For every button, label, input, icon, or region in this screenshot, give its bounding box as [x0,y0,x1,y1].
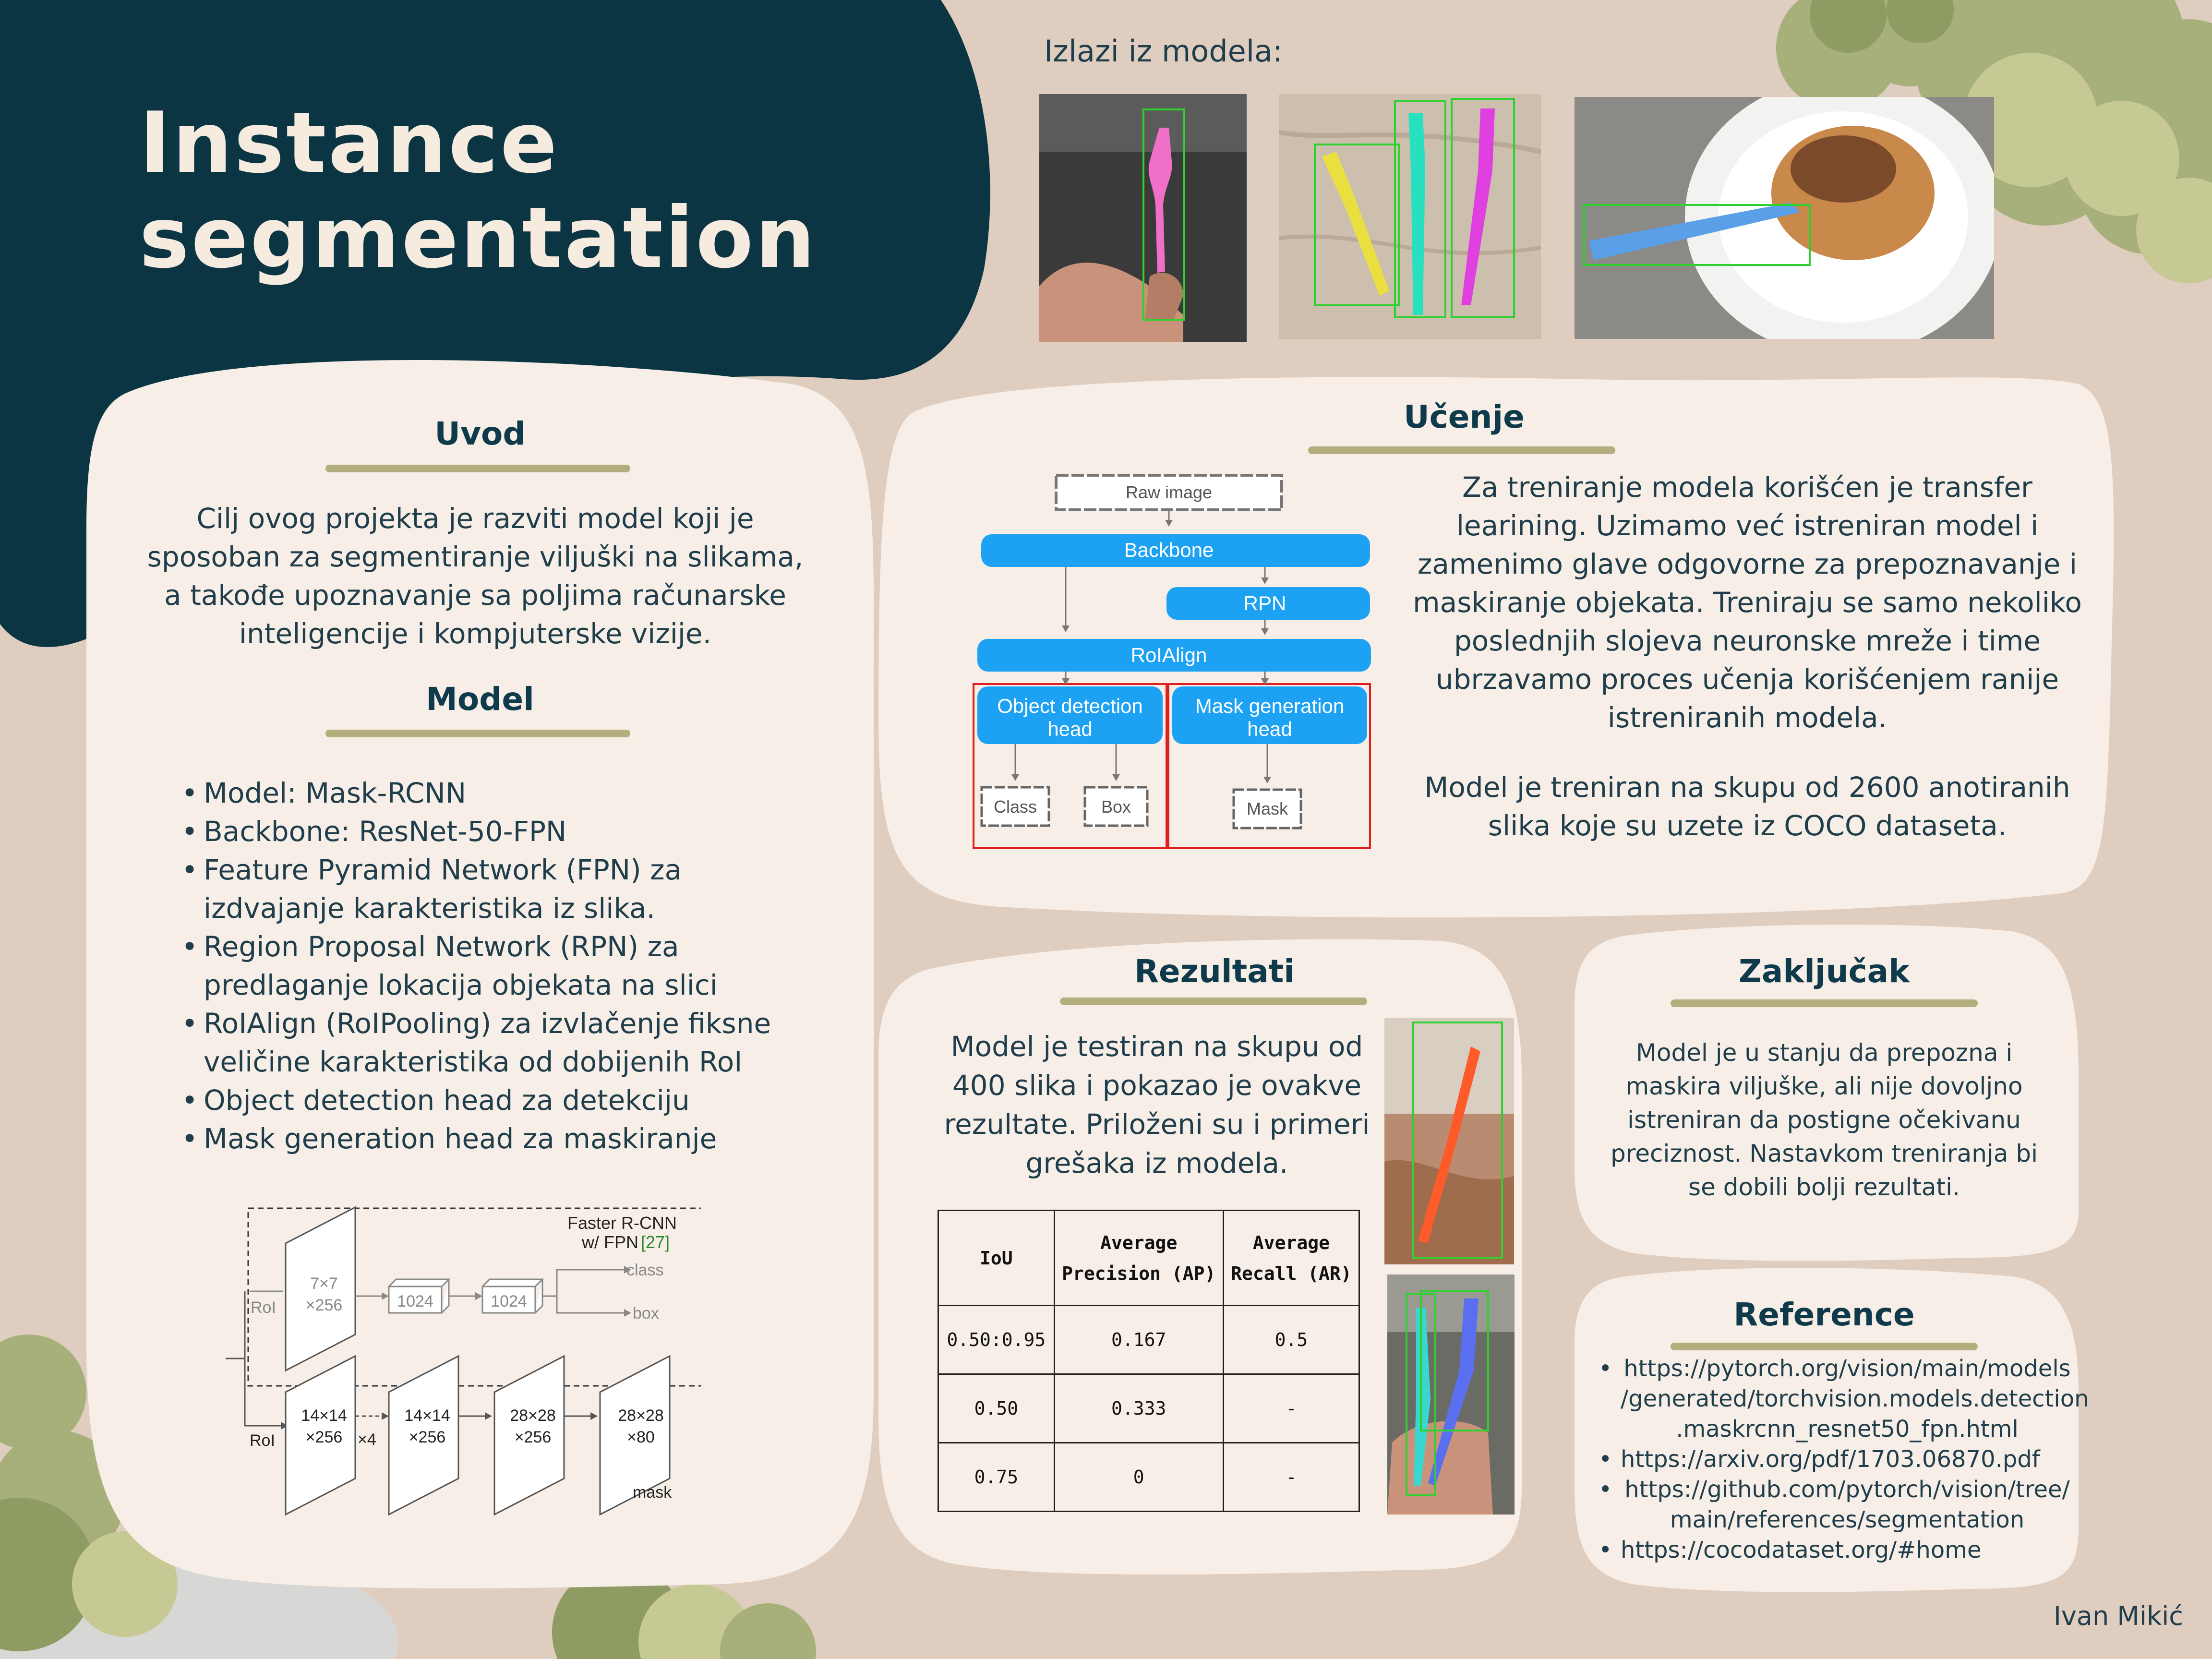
zakljucak-underline [1671,999,1978,1007]
output-image-3 [1575,97,1994,339]
svg-text:14×14: 14×14 [301,1407,347,1425]
svg-text:×256: ×256 [515,1428,552,1446]
uvod-line: sposoban za segmentiranje viljuški na sl… [147,541,804,573]
model-list-item: Object detection head za detekciju [181,1081,844,1119]
author-name: Ivan Mikić [2054,1601,2183,1631]
table-header-ar: Average Recall (AR) [1222,1210,1360,1306]
box-output: box [633,1304,659,1322]
rezultati-underline [1060,998,1367,1005]
title-line-2: segmentation [139,190,817,287]
rezultati-text: Model je testiran na skupu od 400 slika … [944,1030,1370,1179]
ucenje-text-1: Za treniranje modela korišćen je transfe… [1413,471,2082,734]
table-row: 0.50 0.333 - [938,1373,1360,1443]
model-heading: Model [426,681,534,718]
uvod-line: inteligencije i kompjuterske vizije. [239,617,712,650]
table-row: 0.75 0 - [938,1442,1360,1512]
model-list-item: Model: Mask-RCNN [181,774,844,812]
raw-image-label: Raw image [1126,482,1212,502]
mask-label: Mask [1247,799,1288,818]
reference-item[interactable]: https://arxiv.org/pdf/1703.06870.pdf [1599,1444,2074,1475]
reference-item[interactable]: https://cocodataset.org/#home [1599,1535,2074,1565]
fpn-title: Faster R-CNN [567,1213,677,1233]
rezultati-heading: Rezultati [1134,953,1295,990]
uvod-underline [325,465,630,472]
times-4-label: ×4 [358,1431,376,1449]
mask-block-1: 14×14 ×256 [285,1355,356,1516]
fpn-citation: [27] [641,1232,670,1252]
zakljucak-text: Model je u stanju da prepozna i maskira … [1611,1039,2038,1201]
output-image-1 [1039,94,1247,342]
svg-text:14×14: 14×14 [404,1407,450,1425]
svg-text:×80: ×80 [627,1428,655,1446]
svg-text:×256: ×256 [306,1428,343,1446]
rpn-label: RPN [1244,592,1286,614]
bush-bottom-left [0,1334,816,1659]
roi-label-bottom: RoI [250,1431,275,1450]
results-table: IoU Average Precision (AP) Average Recall … [938,1210,1360,1512]
rpn-block [1166,587,1370,620]
svg-text:28×28: 28×28 [510,1407,556,1425]
model-list-item: Backbone: ResNet-50-FPN [181,812,844,851]
class-label: Class [994,797,1037,817]
model-underline [325,730,630,737]
model-list-item: Feature Pyramid Network (FPN) zaizdvajan… [181,851,844,927]
odh-label-2: head [1047,718,1092,740]
model-list: Model: Mask-RCNN Backbone: ResNet-50-FPN… [181,774,844,1158]
mask-block-2: 14×14 ×256 [388,1355,459,1516]
title-line-1: Instance [139,95,559,192]
backbone-label: Backbone [1124,539,1214,561]
error-image-1 [1384,1018,1514,1264]
model-list-item: Region Proposal Network (RPN) zapredlaga… [181,927,844,1004]
top-block-dim: 7×7 [310,1274,338,1293]
fc-1024-a: 1024 [397,1292,433,1310]
roialign-label: RoIAlign [1131,644,1207,666]
outputs-label: Izlazi iz modela: [1044,34,1283,69]
roi-label-top: RoI [251,1298,276,1317]
svg-text:28×28: 28×28 [618,1407,664,1425]
mask-block-3: 28×28 ×256 [493,1355,565,1516]
fc-1024-b: 1024 [491,1292,527,1310]
class-output: class [626,1261,663,1279]
ucenje-text-2: Model je treniran na skupu od 2600 anoti… [1424,771,2070,842]
poster-title: Instance segmentation [139,96,817,286]
svg-text:×256: ×256 [409,1428,446,1446]
fpn-mask-head-diagram: Faster R-CNN w/ FPN [27] 7×7 ×256 RoI 10… [226,1206,701,1516]
mgh-label-2: head [1247,718,1292,740]
fpn-subtitle: w/ FPN [581,1232,638,1252]
mgh-label-1: Mask generation [1195,695,1345,717]
mask-block-4: 28×28 ×80 [599,1355,671,1516]
table-row: 0.50:0.95 0.167 0.5 [938,1305,1360,1375]
top-block-channels: ×256 [306,1296,343,1314]
roialign-block [977,639,1371,672]
uvod-line: a takođe upoznavanje sa poljima računars… [164,579,786,612]
model-list-item: Mask generation head za maskiranje [181,1119,844,1158]
model-list-item: RoIAlign (RoIPooling) za izvlačenje fiks… [181,1004,844,1081]
mask-generation-head [1172,686,1367,744]
backbone-block [981,534,1370,567]
architecture-diagram: Raw image Backbone RPN RoIAlign Object d… [973,474,1371,849]
odh-label-1: Object detection [997,695,1143,717]
box-label: Box [1101,797,1131,817]
output-image-2 [1279,94,1541,339]
object-detection-head [977,686,1163,744]
error-image-2 [1387,1274,1515,1515]
reference-item[interactable]: https://pytorch.org/vision/main/models/g… [1599,1354,2089,1444]
uvod-line: Cilj ovog projekta je razviti model koji… [196,502,754,535]
ucenje-underline [1308,446,1615,454]
zakljucak-heading: Zaključak [1738,953,1910,990]
table-header-iou: IoU [938,1210,1055,1306]
mask-output: mask [633,1483,672,1502]
uvod-text: Cilj ovog projekta je razviti model koji… [125,499,826,653]
reference-heading: Reference [1733,1296,1915,1333]
ucenje-heading: Učenje [1404,398,1525,435]
reference-list: https://pytorch.org/vision/main/models/g… [1599,1354,2089,1565]
uvod-heading: Uvod [434,415,526,452]
reference-item[interactable]: https://github.com/pytorch/vision/tree/m… [1599,1475,2074,1535]
reference-underline [1671,1343,1978,1350]
table-header-ap: Average Precision (AP) [1053,1210,1224,1306]
